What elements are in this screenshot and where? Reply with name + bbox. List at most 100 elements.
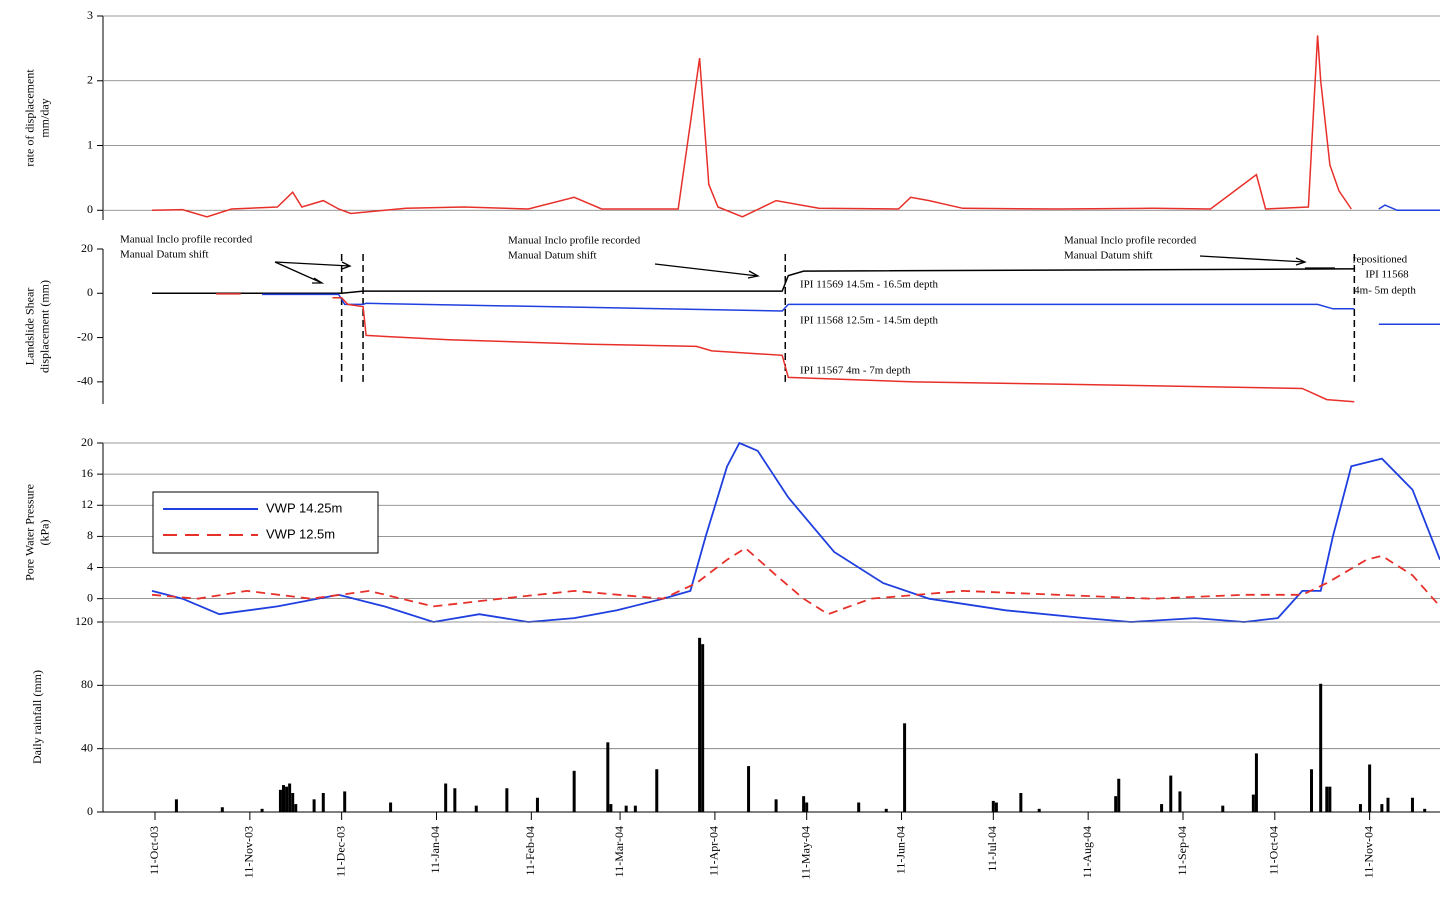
y-tick-label: 0 xyxy=(87,202,93,216)
x-tick-label: 11-Apr-04 xyxy=(707,826,721,876)
bar xyxy=(1114,796,1118,812)
bar xyxy=(474,805,478,812)
x-tick-label: 11-Dec-03 xyxy=(333,826,347,877)
annotation: Manual Inclo profile recorded xyxy=(1064,235,1197,247)
bar xyxy=(609,804,613,812)
y-axis-title: rate of displacement xyxy=(22,69,36,167)
bar xyxy=(1251,794,1255,812)
bar xyxy=(633,805,637,812)
bar xyxy=(1386,797,1390,812)
annotation: Manual Inclo profile recorded xyxy=(120,234,253,246)
bar xyxy=(1221,805,1225,812)
arrow xyxy=(654,263,760,279)
bar xyxy=(655,769,659,812)
bar xyxy=(1423,808,1427,812)
bar xyxy=(606,742,610,812)
bar xyxy=(1325,786,1329,812)
bar xyxy=(444,783,448,812)
bar xyxy=(260,808,264,812)
legend-label: VWP 12.5m xyxy=(266,526,335,541)
bar xyxy=(802,796,806,812)
bar xyxy=(1254,753,1258,812)
series-label: IPI 11568 12.5m - 14.5m depth xyxy=(800,315,938,327)
bar xyxy=(1160,804,1164,812)
bar xyxy=(805,802,809,812)
y-axis-title: (kPa) xyxy=(37,520,51,546)
y-tick-label: 0 xyxy=(87,804,93,818)
y-tick-label: -20 xyxy=(77,329,93,343)
bar xyxy=(903,723,907,812)
y-axis-title: Pore Water Pressure xyxy=(22,484,36,581)
annotation: Manual Datum shift xyxy=(508,250,597,262)
bar xyxy=(1380,804,1384,812)
bar xyxy=(624,805,628,812)
bar xyxy=(1328,786,1332,812)
annotation: Manual Inclo profile recorded xyxy=(508,235,641,247)
x-tick-label: 11-Feb-04 xyxy=(523,826,537,876)
bar xyxy=(1117,778,1121,812)
x-tick-label: 11-Jun-04 xyxy=(893,826,907,874)
annotation: Manual Datum shift xyxy=(1064,250,1153,262)
x-tick-label: 11-Mar-04 xyxy=(612,826,626,877)
bar xyxy=(991,800,995,812)
arrow xyxy=(1199,255,1307,266)
bar xyxy=(1019,793,1023,812)
y-tick-label: 12 xyxy=(81,497,93,511)
annotation: Manual Datum shift xyxy=(120,249,209,261)
y-tick-label: 3 xyxy=(87,8,93,22)
bar xyxy=(1169,775,1173,812)
data-line xyxy=(216,293,1355,403)
x-tick-label: 11-Nov-04 xyxy=(1361,826,1375,878)
y-tick-label: 4 xyxy=(87,559,93,573)
y-tick-label: 2 xyxy=(87,73,93,87)
bar xyxy=(278,789,282,812)
y-tick-label: 120 xyxy=(75,614,93,628)
bar xyxy=(453,788,457,812)
x-tick-label: 11-Jan-04 xyxy=(428,826,442,874)
bar xyxy=(1319,683,1323,812)
x-tick-label: 11-Jul-04 xyxy=(985,826,999,872)
y-tick-label: 0 xyxy=(87,285,93,299)
legend-box xyxy=(152,491,379,554)
bar xyxy=(698,637,702,812)
bar xyxy=(1310,769,1314,812)
y-axis-title: Daily rainfall (mm) xyxy=(30,670,44,764)
bar xyxy=(294,804,298,812)
bar xyxy=(312,799,316,812)
y-tick-label: 40 xyxy=(81,740,93,754)
y-tick-label: 8 xyxy=(87,528,93,542)
bar xyxy=(220,807,224,812)
data-line xyxy=(152,268,1355,295)
legend-label: VWP 14.25m xyxy=(266,500,342,515)
y-axis-title: Landslide Shear xyxy=(22,288,36,366)
bar xyxy=(994,802,998,812)
x-tick-label: 11-Nov-03 xyxy=(242,826,256,878)
bar xyxy=(572,770,576,812)
arrow xyxy=(274,261,325,284)
annotation: 4m- 5m depth xyxy=(1354,285,1416,297)
bar xyxy=(291,793,295,812)
y-tick-label: 20 xyxy=(81,435,93,449)
bar xyxy=(747,766,751,812)
y-tick-label: 1 xyxy=(87,137,93,151)
bar xyxy=(343,791,347,812)
y-tick-label: -40 xyxy=(77,374,93,388)
bar xyxy=(505,788,509,812)
bar xyxy=(701,644,705,812)
arrow xyxy=(274,261,352,270)
bar xyxy=(285,786,289,812)
bar xyxy=(1410,797,1414,812)
data-line xyxy=(151,546,1440,616)
bar xyxy=(288,783,292,812)
series-label: IPI 11569 14.5m - 16.5m depth xyxy=(800,279,938,291)
annotation: IPI 11568 xyxy=(1365,269,1409,281)
x-tick-label: 11-May-04 xyxy=(798,826,812,880)
bar xyxy=(1037,808,1041,812)
y-tick-label: 0 xyxy=(87,590,93,604)
x-tick-label: 11-Sep-04 xyxy=(1175,826,1189,876)
y-tick-label: 20 xyxy=(81,241,93,255)
data-line xyxy=(262,293,1440,326)
bar xyxy=(282,785,286,812)
bar xyxy=(535,797,539,812)
